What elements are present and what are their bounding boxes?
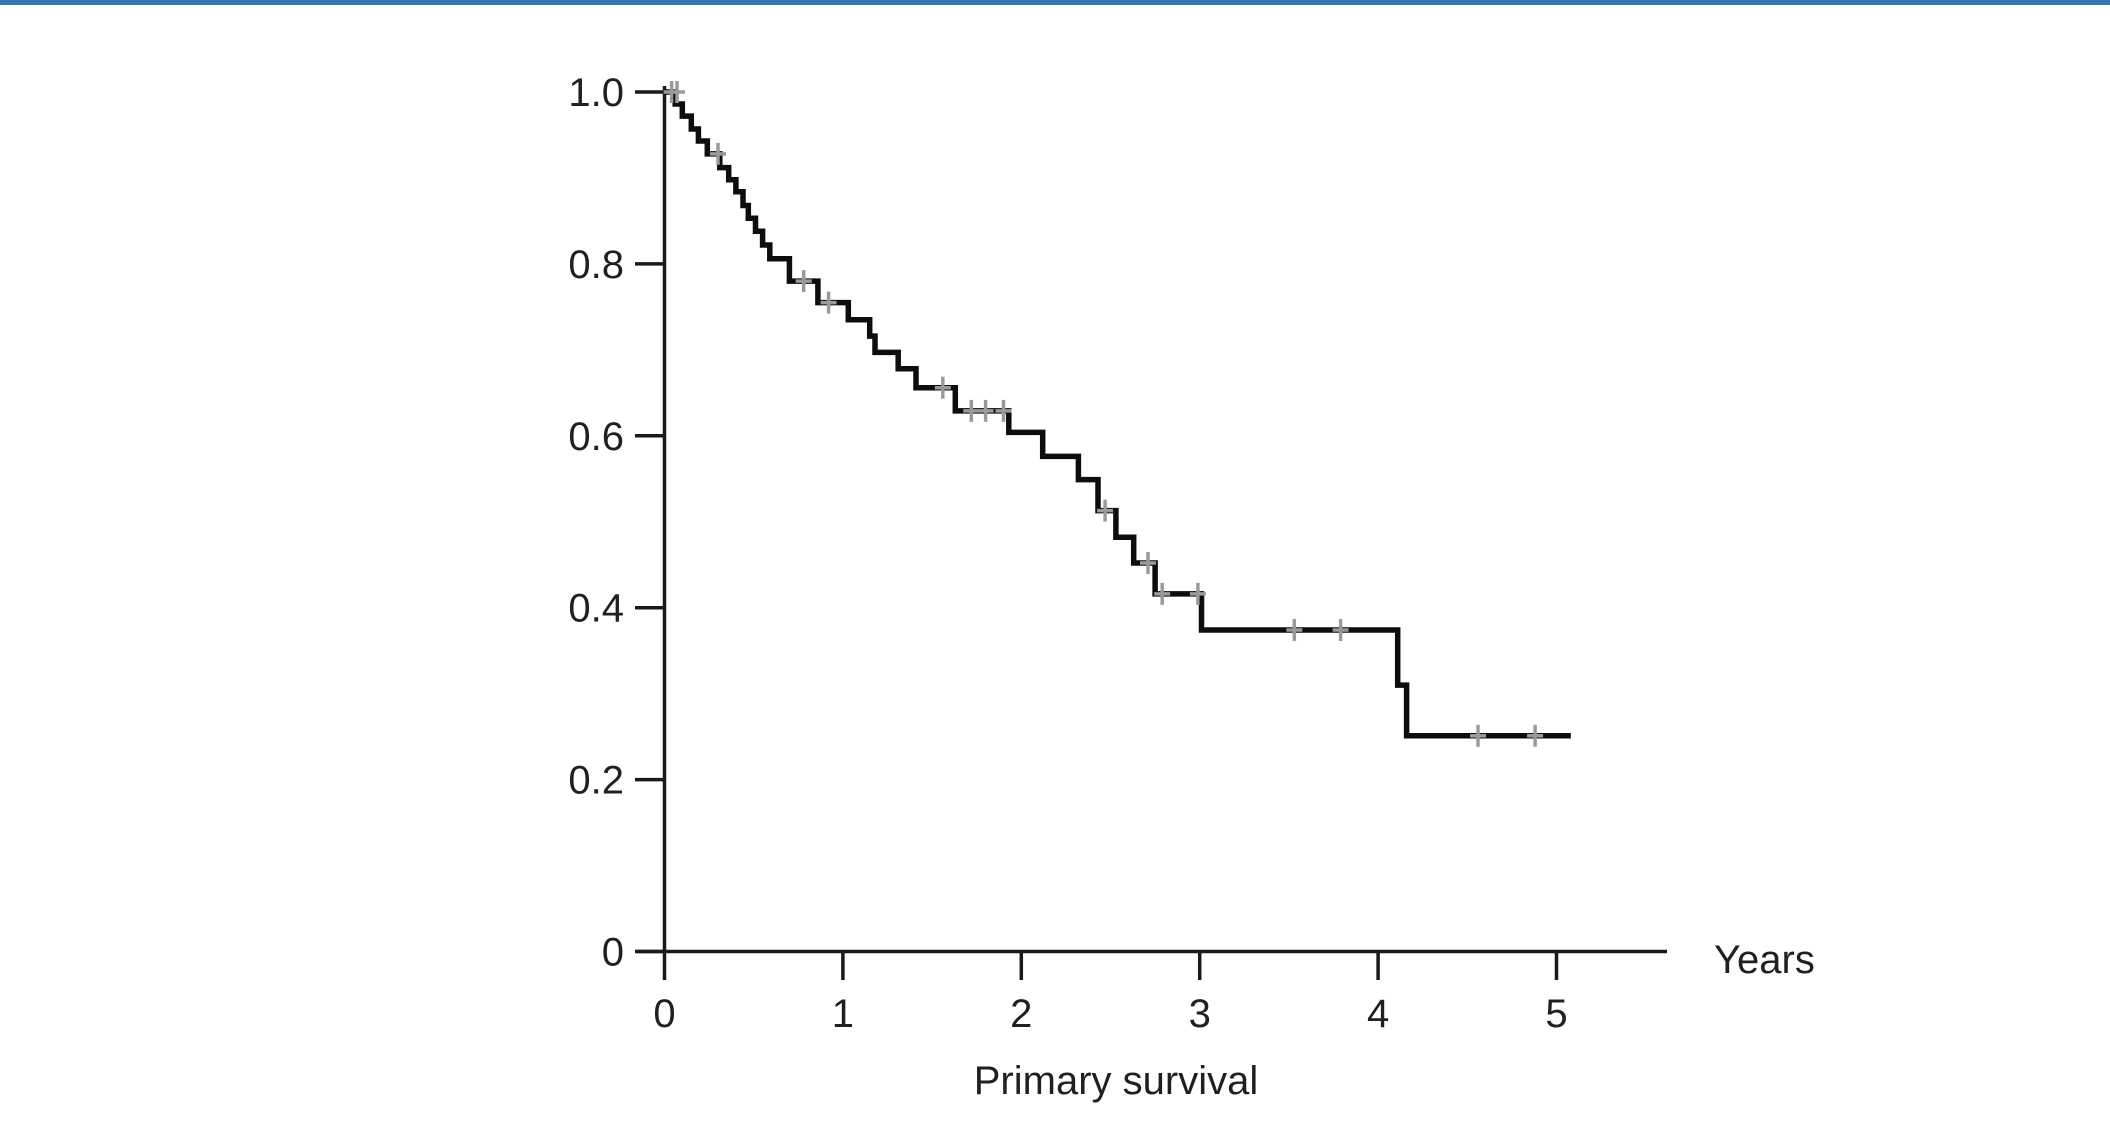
y-tick-label: 0.6 [568,415,624,459]
x-tick-label: 4 [1367,992,1389,1036]
x-tick-label: 3 [1189,992,1211,1036]
y-tick-label: 1.0 [568,71,624,115]
x-tick-label: 2 [1010,992,1032,1036]
y-tick-label: 0.8 [568,243,624,287]
y-tick-label: 0 [602,931,624,975]
x-tick-label: 1 [832,992,854,1036]
x-axis-label: Years [1714,938,1815,982]
axes [637,86,1667,954]
censor-marks [663,81,1544,747]
y-tick-label: 0.4 [568,587,624,631]
survival-step-curve [664,89,1571,739]
chart-caption: Primary survival [974,1059,1258,1103]
y-tick-label: 0.2 [568,759,624,803]
x-tick-label: 0 [653,992,675,1036]
x-tick-label: 5 [1545,992,1567,1036]
y-axis-ticks: 1.0 0.8 0.6 0.4 0.2 0 [568,71,663,975]
top-accent-bar [0,0,2110,5]
x-axis-ticks: 0 1 2 3 4 5 [653,953,1568,1036]
